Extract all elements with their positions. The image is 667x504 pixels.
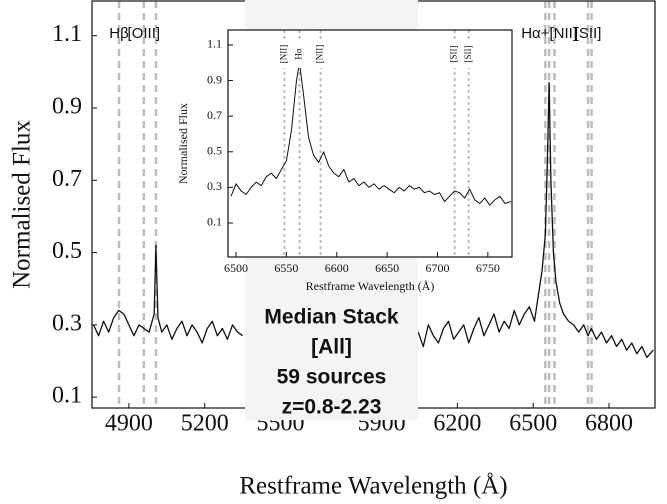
emission-line-label: [NII] bbox=[278, 45, 288, 64]
y-tick-label: 0.5 bbox=[207, 144, 222, 158]
emission-line-label: Hα bbox=[294, 48, 304, 59]
x-axis-label: Restframe Wavelength (Å) bbox=[239, 473, 507, 500]
label-backing bbox=[449, 40, 460, 68]
y-axis-label: Normalised Flux bbox=[176, 103, 190, 184]
y-axis-label: Normalised Flux bbox=[9, 120, 36, 289]
spectrum-line bbox=[230, 62, 512, 206]
y-tick-label: 0.9 bbox=[207, 72, 222, 86]
emission-line-label: Hα+[NII] bbox=[521, 25, 577, 42]
y-tick-label: 0.9 bbox=[52, 93, 82, 119]
x-tick-label: 4900 bbox=[105, 411, 153, 437]
y-tick-label: 0.1 bbox=[207, 215, 222, 229]
x-tick-label: 5200 bbox=[181, 411, 229, 437]
x-tick-label: 6600 bbox=[325, 261, 349, 275]
x-tick-label: 6500 bbox=[224, 261, 248, 275]
x-tick-label: 6700 bbox=[425, 261, 449, 275]
x-tick-label: 6550 bbox=[274, 261, 298, 275]
emission-line-label: Hβ bbox=[109, 25, 129, 42]
x-tick-label: 6650 bbox=[375, 261, 399, 275]
emission-line-label: [SII] bbox=[575, 25, 602, 42]
emission-line-label: [OIII] bbox=[128, 25, 161, 42]
annotation-text: Median Stack bbox=[264, 306, 399, 329]
y-tick-label: 0.1 bbox=[52, 383, 82, 409]
emission-line-label: [NII] bbox=[315, 45, 325, 64]
y-tick-label: 0.7 bbox=[52, 166, 82, 192]
y-tick-label: 1.1 bbox=[52, 21, 82, 47]
label-backing bbox=[279, 40, 290, 68]
label-backing bbox=[315, 40, 326, 68]
emission-line-label: [SII] bbox=[449, 46, 459, 63]
x-tick-label: 6750 bbox=[476, 261, 500, 275]
annotation-text: 59 sources bbox=[277, 366, 387, 389]
x-tick-label: 6200 bbox=[433, 411, 481, 437]
x-tick-label: 6500 bbox=[509, 411, 557, 437]
spectrum-line bbox=[92, 82, 654, 359]
emission-line-label: [SII] bbox=[463, 46, 473, 63]
plot-frame bbox=[227, 29, 513, 258]
label-backing bbox=[294, 40, 305, 68]
label-backing bbox=[463, 40, 474, 68]
x-tick-label: 6800 bbox=[585, 411, 633, 437]
y-tick-label: 0.3 bbox=[207, 179, 222, 193]
y-tick-label: 0.7 bbox=[207, 108, 222, 122]
y-tick-label: 1.1 bbox=[207, 37, 222, 51]
x-axis-label: Restframe Wavelength (Å) bbox=[306, 279, 435, 293]
y-tick-label: 0.3 bbox=[52, 310, 82, 336]
annotation-text: [All] bbox=[311, 336, 352, 359]
annotation-text: z=0.8-2.23 bbox=[282, 396, 382, 419]
y-tick-label: 0.5 bbox=[52, 238, 82, 264]
